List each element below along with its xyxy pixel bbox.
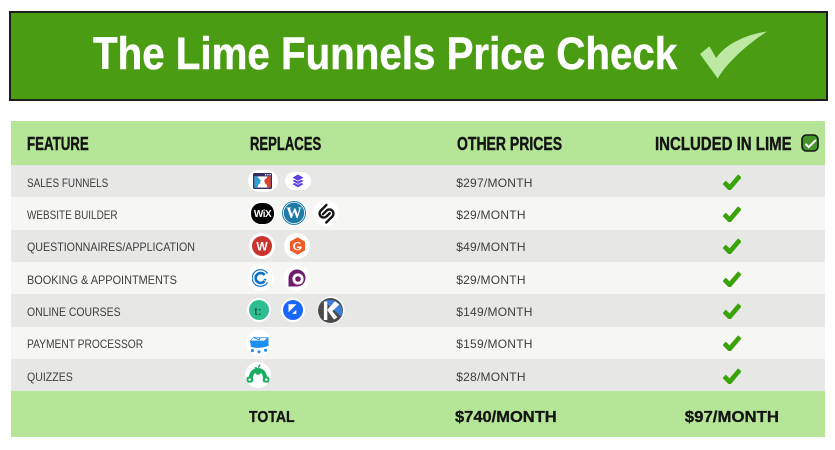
svg-text:W: W [286, 206, 302, 223]
svg-text:WiX: WiX [254, 209, 272, 220]
svg-text:W: W [256, 239, 268, 253]
svg-text:t:: t: [255, 303, 262, 318]
